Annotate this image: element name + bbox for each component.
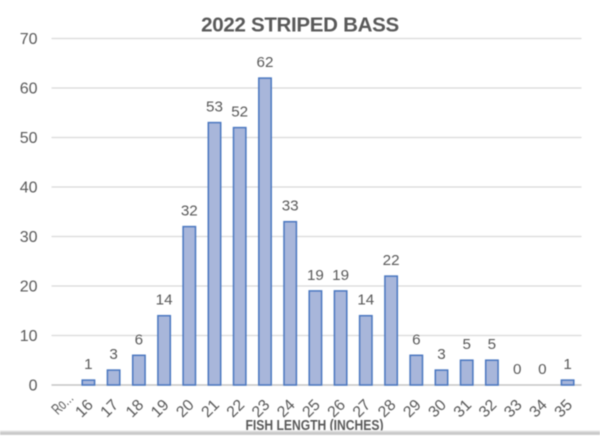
svg-text:5: 5 <box>488 336 496 353</box>
svg-text:0: 0 <box>513 361 521 378</box>
svg-text:1: 1 <box>563 356 571 373</box>
svg-text:30: 30 <box>20 229 38 246</box>
svg-text:40: 40 <box>20 179 38 196</box>
svg-text:52: 52 <box>231 104 248 121</box>
svg-text:62: 62 <box>257 54 274 71</box>
svg-text:19: 19 <box>332 267 349 284</box>
svg-text:32: 32 <box>181 203 198 220</box>
svg-text:3: 3 <box>109 346 117 363</box>
svg-text:70: 70 <box>20 31 38 48</box>
svg-text:60: 60 <box>20 80 38 97</box>
svg-text:10: 10 <box>20 328 38 345</box>
svg-text:53: 53 <box>206 99 223 116</box>
svg-text:22: 22 <box>383 252 400 269</box>
svg-text:0: 0 <box>29 377 38 394</box>
svg-text:1: 1 <box>84 356 92 373</box>
svg-text:3: 3 <box>437 346 445 363</box>
svg-text:5: 5 <box>462 336 470 353</box>
svg-text:19: 19 <box>307 267 324 284</box>
svg-text:2022 STRIPED BASS: 2022 STRIPED BASS <box>201 14 399 37</box>
svg-text:6: 6 <box>412 331 420 348</box>
svg-text:FISH LENGTH (INCHES): FISH LENGTH (INCHES) <box>246 418 384 434</box>
svg-text:6: 6 <box>135 331 143 348</box>
svg-text:14: 14 <box>156 292 173 309</box>
svg-text:20: 20 <box>20 278 38 295</box>
svg-text:0: 0 <box>538 361 546 378</box>
svg-text:33: 33 <box>282 198 299 215</box>
svg-text:50: 50 <box>20 130 38 147</box>
svg-text:14: 14 <box>357 292 374 309</box>
